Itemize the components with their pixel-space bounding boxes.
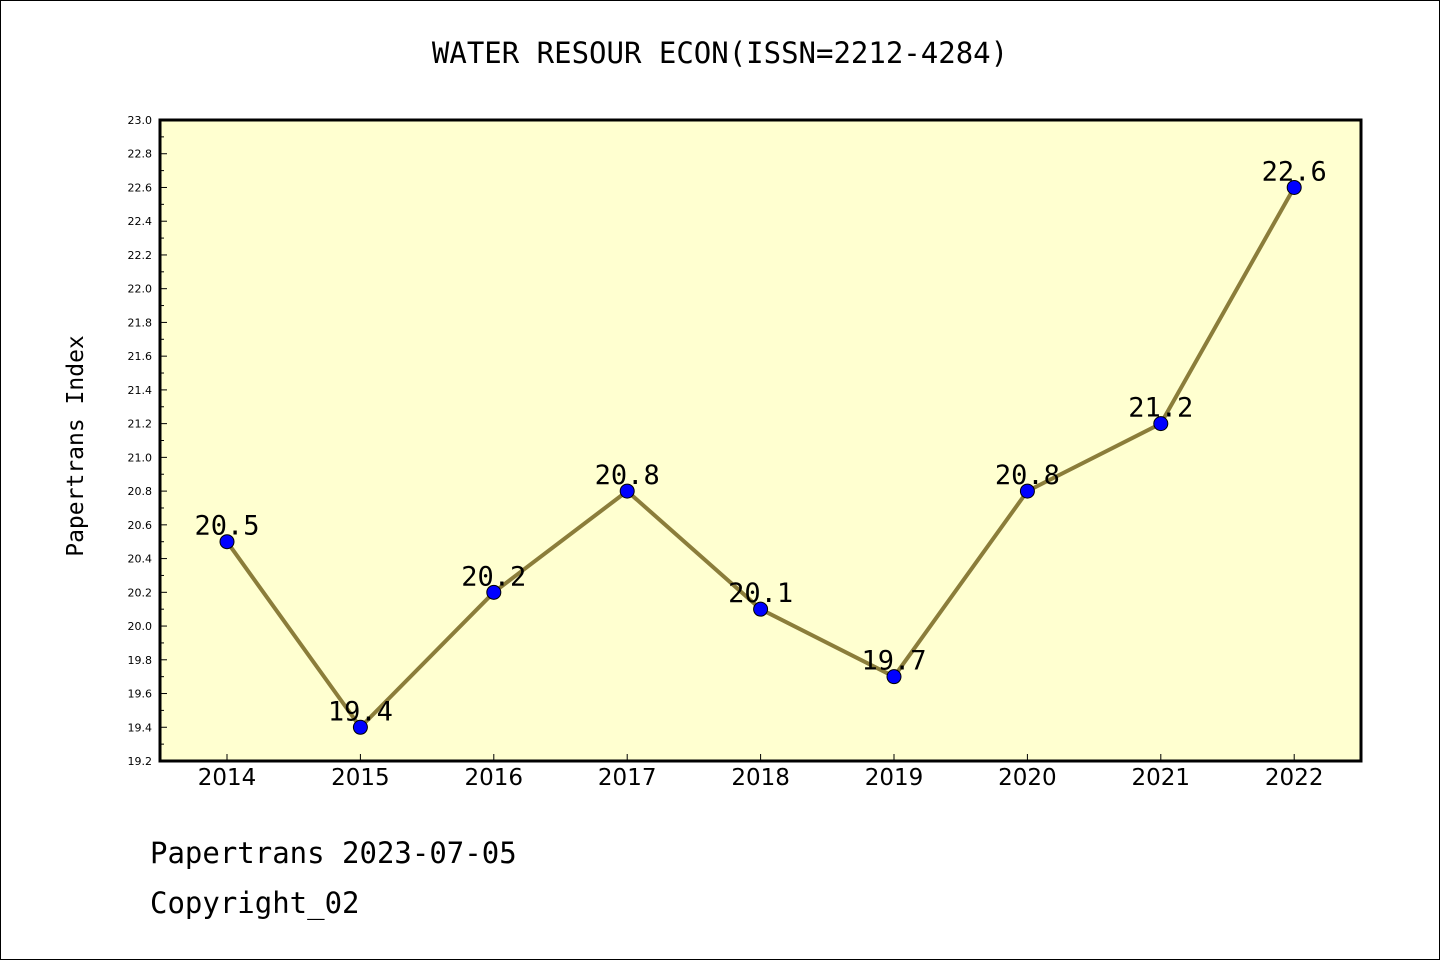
data-label: 20.8: [595, 460, 660, 491]
x-tick-label: 2019: [865, 765, 924, 791]
x-axis: 2014 2015 2016 2017 2018 2019 2020 2021 2022: [198, 754, 1324, 791]
data-point: [352, 719, 368, 735]
data-labels: 20.5 19.4 20.2 20.8 20.1 19.7 20.8 21.2 22.6: [194, 156, 1326, 727]
data-label: 20.8: [995, 460, 1060, 491]
data-label: 20.2: [461, 561, 526, 592]
y-tick-label: 21.4: [128, 384, 153, 397]
y-tick-label: 22.6: [128, 181, 153, 194]
y-tick-label: 19.2: [128, 755, 153, 768]
y-tick-label: 22.2: [128, 249, 153, 262]
y-tick-label: 20.2: [128, 586, 153, 599]
x-tick-label: 2015: [331, 765, 390, 791]
y-tick-label: 20.6: [128, 519, 153, 532]
data-label: 19.4: [328, 696, 393, 727]
plot-area: [158, 118, 1363, 763]
y-axis: 19.2 19.4 19.6 19.8 20.0 20.2 20.4 20.6 20.8 21.0…: [128, 114, 167, 768]
data-point: [886, 669, 902, 685]
y-tick-label: 20.4: [128, 553, 153, 566]
footer-copyright: Copyright_02: [150, 886, 360, 920]
data-points: [219, 179, 1302, 735]
x-tick-label: 2016: [465, 765, 524, 791]
y-tick-label: 19.4: [128, 721, 153, 734]
y-tick-label: 21.8: [128, 316, 153, 329]
y-tick-label: 20.0: [128, 620, 153, 633]
y-tick-label: 22.0: [128, 283, 153, 296]
y-tick-label: 23.0: [128, 114, 153, 127]
data-label: 19.7: [861, 646, 926, 677]
x-tick-label: 2014: [198, 765, 257, 791]
y-tick-label: 21.2: [128, 418, 153, 431]
data-point: [486, 584, 502, 600]
data-point: [219, 534, 235, 550]
y-tick-label: 19.6: [128, 688, 153, 701]
data-point: [1153, 416, 1169, 432]
x-tick-label: 2017: [598, 765, 657, 791]
x-tick-label: 2022: [1265, 765, 1324, 791]
x-tick-label: 2020: [998, 765, 1057, 791]
y-tick-label: 21.6: [128, 350, 153, 363]
chart-title: WATER RESOUR ECON(ISSN=2212-4284): [431, 36, 1009, 70]
y-tick-label: 21.0: [128, 451, 153, 464]
data-label: 21.2: [1128, 393, 1193, 424]
data-point: [753, 601, 769, 617]
data-point: [1019, 483, 1035, 499]
data-point: [1286, 179, 1302, 195]
y-tick-label: 19.8: [128, 654, 153, 667]
footer-date: Papertrans 2023-07-05: [150, 836, 517, 870]
y-tick-label: 22.4: [128, 215, 153, 228]
y-tick-label: 20.8: [128, 485, 153, 498]
data-point: [619, 483, 635, 499]
data-label: 20.1: [728, 578, 793, 609]
x-tick-label: 2018: [731, 765, 790, 791]
y-tick-label: 22.8: [128, 148, 153, 161]
data-label: 20.5: [194, 511, 259, 542]
data-label: 22.6: [1262, 156, 1327, 187]
x-tick-label: 2021: [1132, 765, 1191, 791]
